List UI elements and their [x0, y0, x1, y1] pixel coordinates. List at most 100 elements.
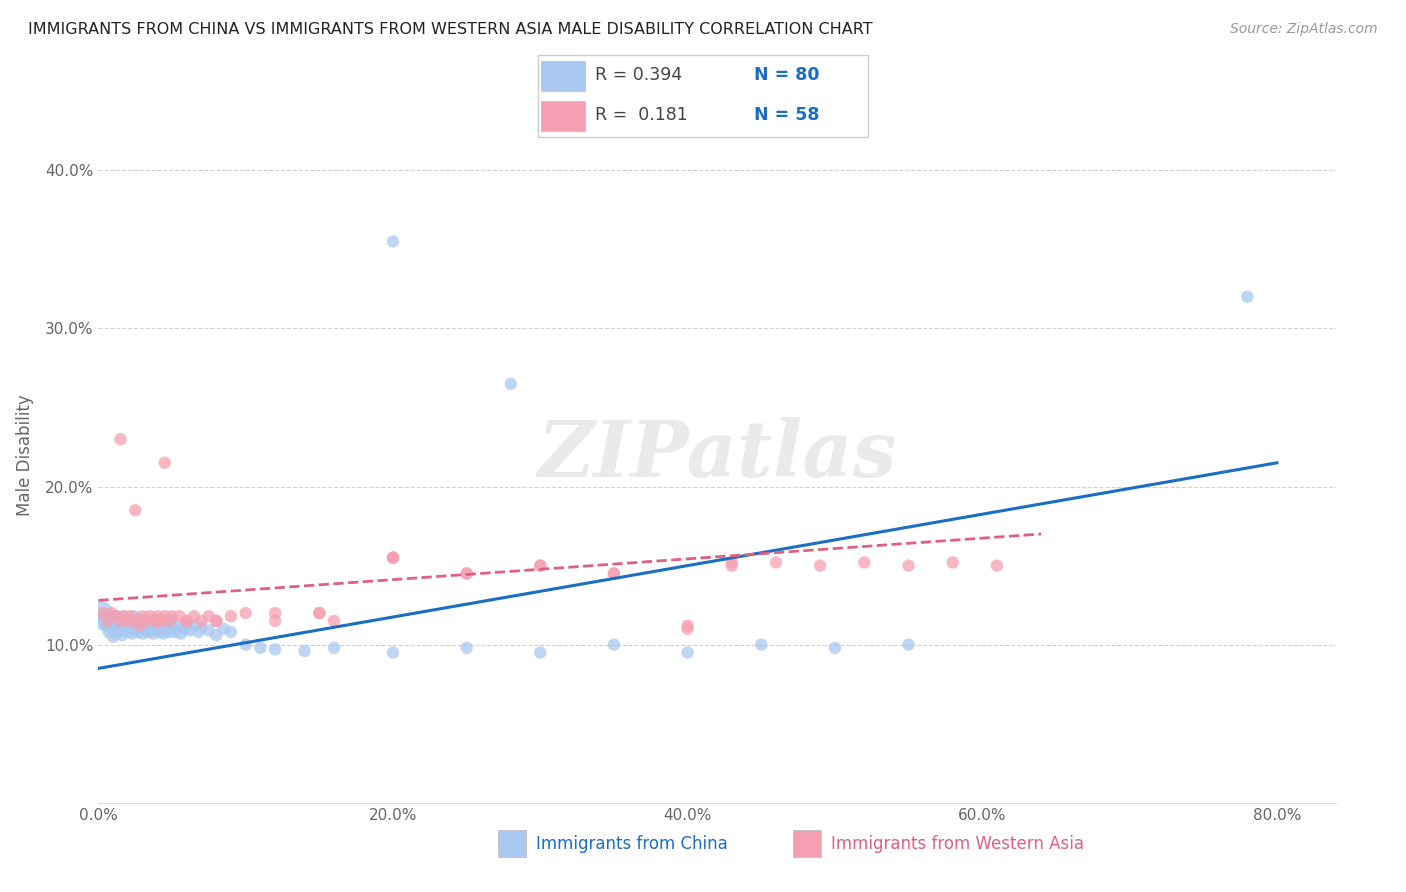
Text: Immigrants from Western Asia: Immigrants from Western Asia	[831, 835, 1084, 853]
Point	[117, 625, 139, 640]
Point	[529, 646, 551, 660]
FancyBboxPatch shape	[541, 62, 585, 91]
Point	[603, 566, 626, 581]
Text: R =  0.181: R = 0.181	[595, 106, 688, 124]
Point	[897, 638, 920, 652]
Point	[90, 606, 112, 620]
Point	[152, 626, 174, 640]
Point	[183, 618, 205, 632]
Point	[187, 625, 209, 640]
Point	[141, 618, 163, 632]
Point	[136, 617, 159, 632]
Point	[101, 630, 124, 644]
Point	[91, 606, 114, 620]
Point	[96, 614, 118, 628]
Point	[110, 614, 132, 628]
Point	[145, 622, 167, 636]
Point	[219, 609, 242, 624]
Point	[94, 618, 117, 632]
Point	[219, 625, 242, 640]
Point	[456, 566, 478, 581]
Point	[205, 614, 228, 628]
FancyBboxPatch shape	[537, 55, 869, 136]
Point	[456, 640, 478, 655]
Point	[198, 609, 221, 624]
Point	[128, 618, 150, 632]
Point	[212, 622, 235, 636]
Point	[121, 626, 143, 640]
Point	[198, 624, 221, 638]
Point	[308, 606, 330, 620]
Point	[1236, 290, 1258, 304]
Text: Source: ZipAtlas.com: Source: ZipAtlas.com	[1230, 22, 1378, 37]
Point	[167, 620, 190, 634]
Point	[156, 617, 179, 632]
Point	[122, 609, 145, 624]
Point	[143, 614, 166, 628]
Point	[160, 618, 183, 632]
Y-axis label: Male Disability: Male Disability	[15, 394, 34, 516]
Point	[139, 609, 162, 624]
Point	[720, 558, 742, 573]
Point	[205, 628, 228, 642]
Point	[529, 558, 551, 573]
Point	[765, 556, 787, 570]
Point	[382, 646, 405, 660]
Point	[110, 624, 132, 638]
Point	[824, 640, 846, 655]
Point	[499, 376, 522, 391]
Point	[235, 638, 257, 652]
Point	[110, 432, 132, 446]
Point	[205, 614, 228, 628]
Point	[176, 617, 198, 632]
Point	[676, 646, 699, 660]
Point	[382, 550, 405, 565]
Point	[117, 614, 139, 628]
Point	[160, 609, 183, 624]
Text: R = 0.394: R = 0.394	[595, 66, 682, 84]
Point	[163, 625, 186, 640]
Point	[986, 558, 1008, 573]
Point	[323, 640, 346, 655]
Point	[264, 606, 287, 620]
Point	[131, 609, 153, 624]
Point	[142, 626, 165, 640]
Point	[146, 609, 169, 624]
Point	[264, 642, 287, 657]
Point	[323, 614, 346, 628]
Point	[382, 550, 405, 565]
Point	[146, 614, 169, 628]
Point	[853, 556, 876, 570]
Point	[942, 556, 965, 570]
Point	[118, 614, 141, 628]
Point	[603, 566, 626, 581]
Point	[179, 624, 201, 638]
Point	[124, 622, 146, 636]
Point	[603, 638, 626, 652]
Text: N = 80: N = 80	[754, 66, 820, 84]
Point	[124, 614, 146, 628]
FancyBboxPatch shape	[541, 101, 585, 130]
Text: N = 58: N = 58	[754, 106, 820, 124]
Point	[108, 618, 131, 632]
Point	[105, 609, 128, 624]
Point	[249, 640, 271, 655]
Point	[112, 609, 135, 624]
Point	[125, 615, 148, 630]
Point	[456, 566, 478, 581]
Point	[720, 556, 742, 570]
Point	[897, 558, 920, 573]
Point	[98, 617, 121, 632]
Point	[157, 614, 180, 628]
Point	[132, 614, 155, 628]
Point	[190, 614, 212, 628]
Point	[183, 609, 205, 624]
Point	[115, 617, 138, 632]
Point	[124, 503, 146, 517]
Point	[169, 609, 191, 624]
Point	[96, 607, 118, 622]
Text: Immigrants from China: Immigrants from China	[536, 835, 727, 853]
Point	[382, 235, 405, 249]
Point	[111, 628, 134, 642]
Point	[149, 614, 172, 628]
